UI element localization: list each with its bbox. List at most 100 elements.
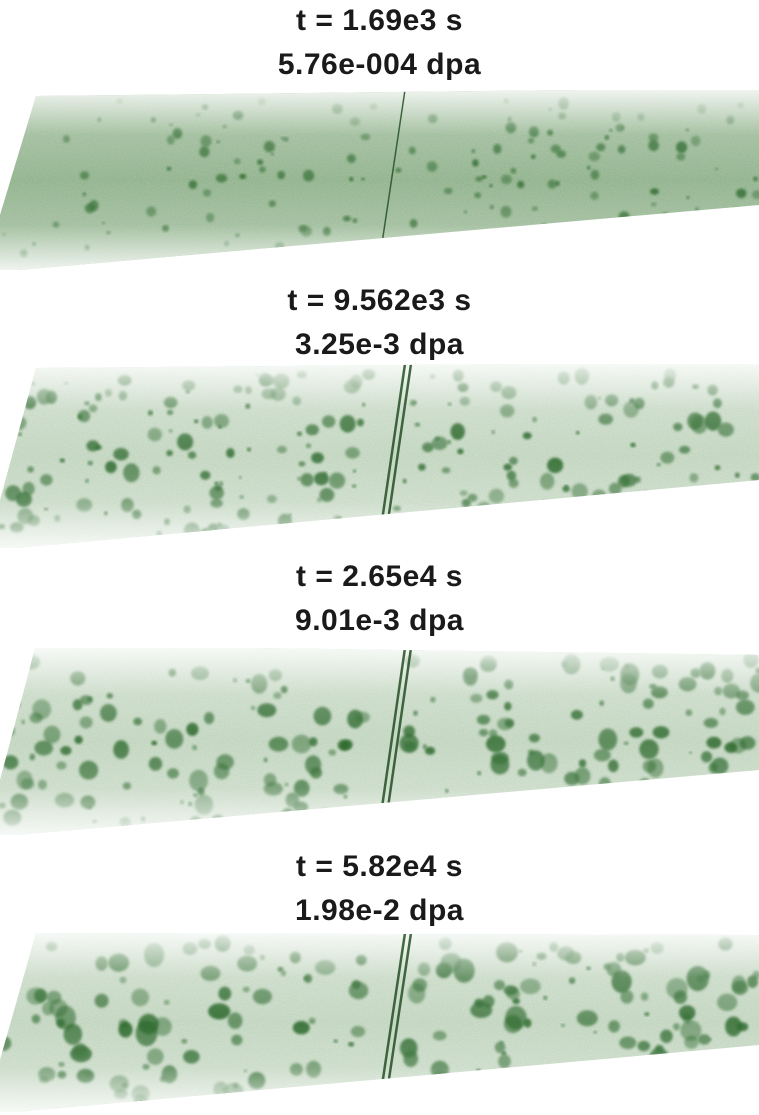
- cluster: [536, 796, 549, 808]
- cluster: [496, 519, 509, 530]
- cluster: [736, 221, 747, 232]
- cluster: [731, 775, 748, 794]
- cluster: [746, 1071, 759, 1093]
- cluster: [563, 1086, 577, 1096]
- cluster: [432, 815, 439, 823]
- cluster: [643, 490, 648, 496]
- cluster: [641, 784, 660, 803]
- cluster: [316, 809, 333, 827]
- cluster: [453, 810, 469, 824]
- cluster: [716, 781, 736, 803]
- cluster: [571, 236, 578, 243]
- cluster: [681, 1091, 701, 1111]
- panel-1-time-label: t = 1.69e3 s: [296, 4, 463, 37]
- cluster: [0, 950, 22, 968]
- cluster: [614, 1098, 622, 1105]
- cluster: [547, 795, 564, 814]
- cluster: [681, 488, 696, 504]
- cluster: [645, 1065, 653, 1071]
- cluster: [749, 800, 759, 812]
- cluster: [526, 809, 535, 819]
- cluster: [661, 212, 669, 221]
- cluster: [732, 208, 740, 217]
- cluster: [627, 817, 631, 820]
- cluster: [12, 699, 21, 709]
- cluster: [560, 526, 569, 534]
- cluster: [408, 516, 420, 529]
- cluster: [687, 508, 698, 516]
- cluster: [437, 1077, 459, 1098]
- cluster: [3, 145, 11, 154]
- cluster: [3, 422, 16, 432]
- cluster: [731, 1054, 743, 1068]
- cluster: [740, 221, 750, 231]
- slab-3: [0, 647, 759, 835]
- cluster: [604, 1095, 617, 1108]
- cluster: [472, 529, 478, 534]
- cluster: [654, 1083, 665, 1093]
- cluster: [636, 491, 641, 496]
- cluster: [6, 389, 20, 403]
- cluster: [552, 1064, 574, 1084]
- cluster: [336, 812, 347, 822]
- cluster: [655, 803, 675, 817]
- cluster: [689, 217, 693, 221]
- cluster: [712, 813, 730, 827]
- cluster: [0, 984, 5, 989]
- cluster: [457, 517, 473, 532]
- cluster: [329, 526, 344, 538]
- slab-1-edge-fade: [0, 90, 759, 270]
- panel-3-dose-label: 9.01e-3 dpa: [295, 604, 464, 637]
- cluster: [655, 523, 659, 528]
- cluster: [0, 374, 3, 378]
- cluster: [690, 791, 697, 798]
- cluster: [692, 795, 701, 801]
- cluster: [569, 1086, 582, 1100]
- panel-2-dose-label: 3.25e-3 dpa: [295, 328, 464, 361]
- cluster: [745, 787, 750, 791]
- cluster: [666, 790, 677, 801]
- cluster: [518, 1091, 530, 1101]
- cluster: [625, 808, 643, 827]
- cluster: [541, 223, 548, 232]
- cluster: [681, 494, 696, 510]
- cluster: [436, 525, 451, 539]
- cluster: [669, 512, 674, 518]
- panel-1-dose-label: 5.76e-004 dpa: [277, 48, 482, 81]
- cluster: [727, 1066, 749, 1086]
- cluster: [421, 530, 431, 539]
- cluster: [5, 387, 16, 396]
- cluster: [624, 800, 631, 807]
- slab-2: [0, 363, 759, 548]
- cluster: [7, 666, 20, 680]
- cluster: [701, 796, 713, 806]
- cluster: [723, 796, 734, 808]
- cluster: [609, 792, 621, 803]
- slab-2-edge-fade: [0, 364, 759, 548]
- cluster: [635, 807, 644, 814]
- cluster: [576, 241, 580, 244]
- cluster: [268, 1093, 287, 1110]
- cluster: [624, 512, 637, 527]
- cluster: [0, 110, 9, 123]
- slab-4-edge-fade: [0, 933, 759, 1112]
- cluster: [683, 808, 696, 820]
- cluster: [2, 146, 12, 157]
- panel-3-time-label: t = 2.65e4 s: [296, 560, 463, 593]
- panel-2-time-label: t = 9.562e3 s: [287, 284, 472, 317]
- cluster: [443, 1089, 459, 1105]
- cluster: [580, 506, 589, 516]
- slab-4: [0, 933, 759, 1112]
- cluster: [658, 527, 663, 531]
- cluster: [538, 500, 553, 516]
- cluster: [435, 1083, 442, 1089]
- cluster: [481, 244, 492, 256]
- cluster: [508, 812, 515, 819]
- cluster: [704, 245, 713, 253]
- cluster: [747, 492, 759, 512]
- cluster: [338, 1090, 342, 1094]
- cluster: [680, 1076, 687, 1083]
- cluster: [450, 522, 461, 533]
- cluster: [288, 533, 292, 538]
